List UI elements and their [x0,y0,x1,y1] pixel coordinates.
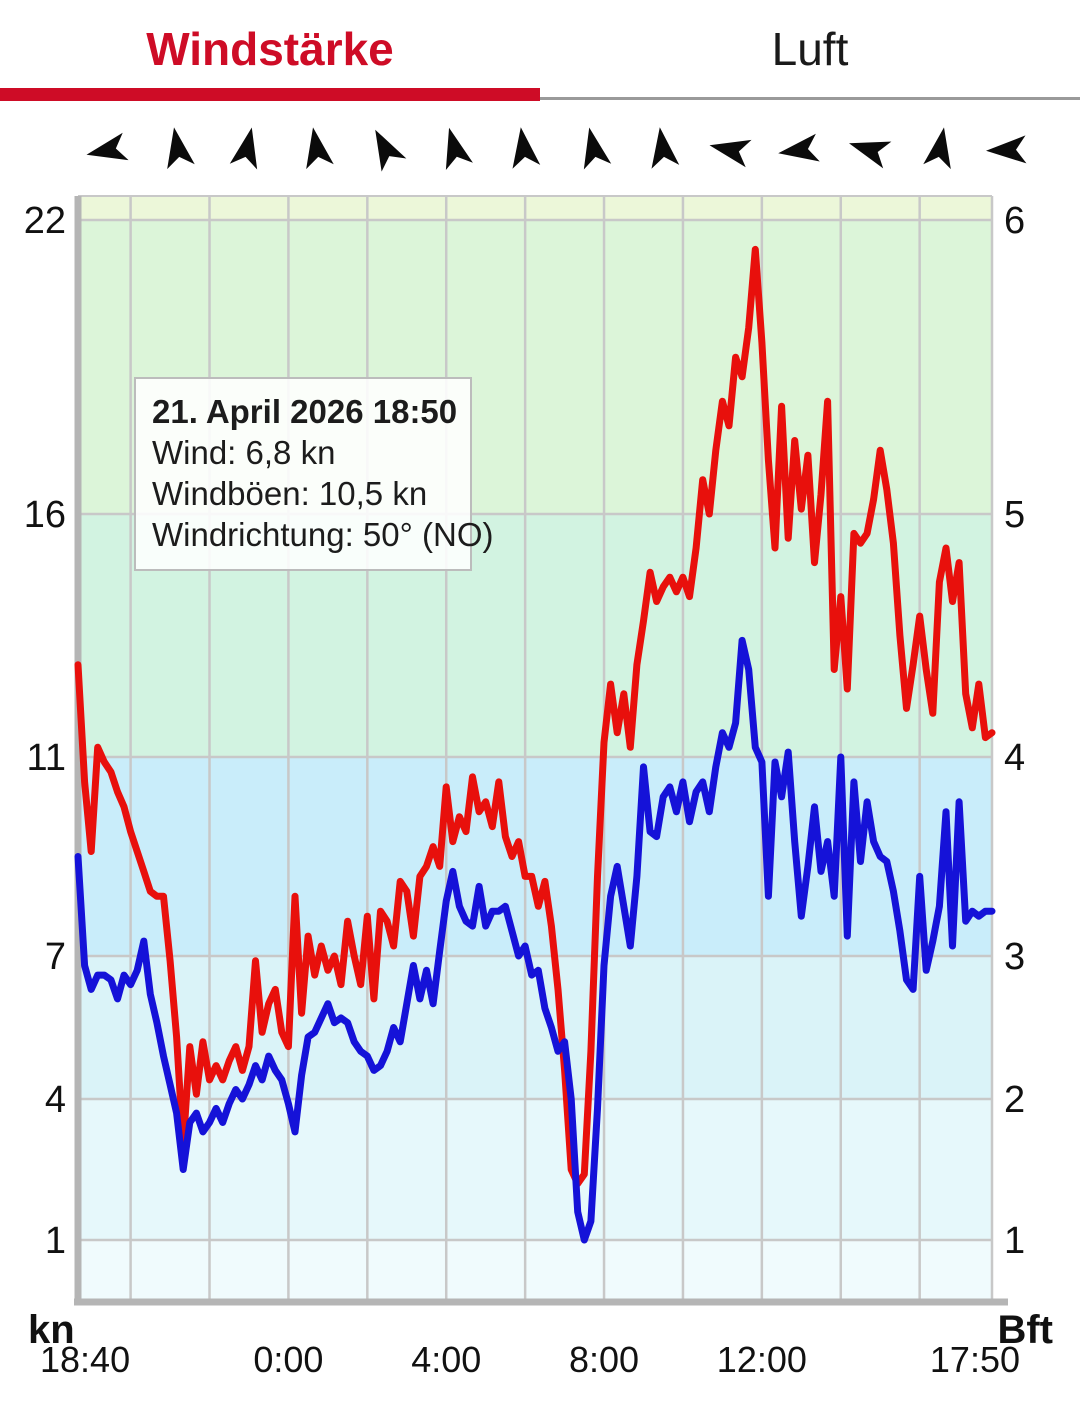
y-left-tick: 16 [24,494,66,536]
y-right-tick: 6 [1004,200,1025,242]
active-tab-indicator [0,88,540,101]
tab-windstaerke[interactable]: Windstärke [146,23,394,75]
y-right-tick: 2 [1004,1079,1025,1121]
y-left-tick: 7 [45,936,66,978]
beaufort-band-2 [78,1099,992,1240]
y-axis-unit-kn: kn [28,1308,75,1352]
y-left-tick: 11 [27,737,66,779]
beaufort-band-1 [78,1240,992,1302]
x-axis-tick: 0:00 [253,1339,323,1380]
wind-direction-arrow-icon [150,122,206,178]
y-right-tick: 3 [1004,936,1025,978]
x-axis-tick: 18:40 [40,1339,130,1380]
x-axis-tick: 17:50 [930,1339,1020,1380]
y-right-tick: 4 [1004,737,1025,779]
wind-direction-arrow-icon [427,122,483,178]
x-axis-tick: 4:00 [411,1339,481,1380]
tab-divider-line [0,97,1080,100]
beaufort-band-7 [78,196,992,220]
y-left-tick: 1 [45,1220,66,1262]
y-left-tick: 22 [24,200,66,242]
beaufort-band-3 [78,956,992,1099]
wind-direction-arrow-icon [635,122,691,178]
wind-direction-arrow-icon [358,122,414,178]
wind-direction-arrow-icon [912,122,968,178]
tab-bar: Windstärke Luft [0,0,1080,104]
wind-direction-arrow-icon [289,122,345,178]
wind-direction-arrow-icon [219,122,275,178]
tab-luft[interactable]: Luft [771,23,849,75]
tooltip-direction: Windrichtung: 50° (NO) [152,516,494,553]
tooltip-gusts: Windböen: 10,5 kn [152,475,428,512]
wind-direction-arrow-icon [704,122,760,178]
tooltip-wind: Wind: 6,8 kn [152,434,336,471]
y-right-tick: 5 [1004,494,1025,536]
x-axis-tick: 12:00 [717,1339,807,1380]
series-wind-line [74,636,996,1244]
chart-tooltip: 21. April 2026 18:50 Wind: 6,8 kn Windbö… [134,377,494,571]
wind-direction-arrow-icon [81,122,137,178]
series-gusts-line [74,245,996,1188]
tooltip-datetime: 21. April 2026 18:50 [152,393,458,430]
y-axis-unit-bft: Bft [997,1308,1053,1352]
wind-direction-arrow-icon [981,122,1037,178]
wind-direction-arrow-row [0,104,1080,192]
wind-direction-arrow-icon [773,122,829,178]
wind-direction-arrow-icon [566,122,622,178]
x-axis-tick: 8:00 [569,1339,639,1380]
wind-direction-arrow-icon [843,122,899,178]
wind-direction-arrow-icon [496,122,552,178]
y-left-tick: 4 [45,1079,66,1121]
y-right-tick: 1 [1004,1220,1025,1262]
